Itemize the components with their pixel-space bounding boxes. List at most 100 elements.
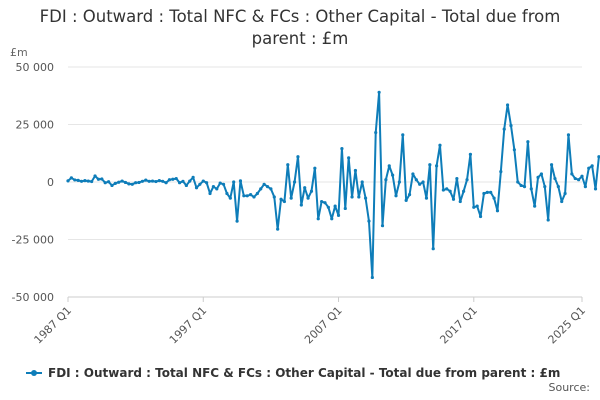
data-point [343,206,347,211]
data-point [431,247,435,251]
x-tick-label: 1987 Q1 [32,304,75,347]
data-point [161,179,165,183]
data-point [458,199,462,204]
data-point [546,218,550,222]
data-point [313,166,317,170]
data-point [184,183,188,188]
data-point [506,103,510,107]
data-point [580,174,584,178]
data-point [404,198,408,202]
data-point [384,178,388,182]
data-point [336,213,341,217]
data-point [245,194,249,198]
data-point [502,127,506,131]
data-point [66,179,70,183]
data-point [363,196,368,200]
data-point [401,133,405,137]
legend[interactable]: FDI : Outward : Total NFC & FCs : Other … [26,366,560,380]
data-point [252,195,256,199]
data-point [391,173,395,177]
data-point [516,180,520,184]
source-label: Source: [548,381,591,394]
data-point [418,182,422,186]
x-tick-label: 2017 Q1 [437,304,480,347]
data-point [370,275,374,280]
data-point [269,187,273,191]
data-point [137,180,141,185]
data-point [255,191,259,196]
gridlines [68,66,582,298]
data-point [238,179,243,183]
data-point [360,180,364,184]
data-point [316,217,320,221]
data-point [286,163,290,167]
data-point [577,178,581,182]
data-point [120,179,124,183]
data-point [262,182,266,186]
data-point [489,190,493,194]
data-point [566,133,571,137]
data-point [485,190,489,194]
data-point [282,199,287,204]
data-point [134,181,138,185]
data-point [289,196,293,200]
data-point [140,179,144,183]
data-point [154,179,158,184]
data-point [468,152,473,156]
data-point [228,196,232,200]
data-point [86,179,90,183]
x-tick-label: 2025 Q1 [546,304,589,347]
data-point [232,180,236,184]
y-tick-label: 0 [47,176,54,189]
data-point [194,186,199,190]
data-point [79,179,84,183]
data-point [93,174,97,178]
data-point [150,179,155,183]
data-point [340,147,344,151]
data-point [543,185,547,189]
data-point [309,189,314,193]
data-point [113,181,117,185]
data-point [167,178,172,182]
data-point [563,191,567,196]
data-point [127,182,131,186]
data-point [539,172,544,176]
data-point [96,177,101,181]
data-point [441,188,445,192]
data-point [296,155,300,159]
data-point [215,187,219,191]
series-line [67,91,600,279]
data-point [593,187,598,191]
data-point [191,175,195,179]
data-point [560,199,564,204]
data-point [164,181,168,185]
data-point [103,181,107,185]
data-point [299,203,303,207]
data-point [597,155,600,159]
data-point [448,189,452,193]
y-axis-unit-label: £m [10,46,28,59]
data-point [522,185,527,189]
data-point [414,178,418,182]
data-point [320,199,324,204]
data-point [411,172,415,176]
data-point [276,227,280,231]
data-point [347,156,351,160]
data-point [475,204,479,208]
data-point [529,187,533,191]
data-point [205,181,209,185]
data-point [110,183,114,188]
data-point [438,143,442,147]
data-point [421,180,425,184]
data-point [509,124,513,128]
data-point [519,183,523,188]
data-point [397,180,401,184]
data-point [181,179,185,183]
y-tick-label: 25 000 [16,119,55,132]
data-point [73,178,77,182]
data-point [225,191,229,196]
data-point [177,181,182,185]
data-point [465,178,469,182]
data-point [482,191,486,196]
